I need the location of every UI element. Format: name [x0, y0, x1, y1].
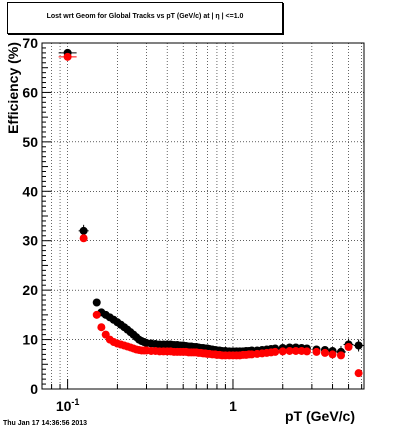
- black-data-point: [354, 341, 363, 350]
- grid-layer: [41, 43, 364, 389]
- red-data-point: [312, 347, 321, 356]
- x-tick-label: 1: [229, 398, 237, 414]
- red-data-point: [328, 350, 337, 359]
- ticks-layer: 0 10 20 30 40 50 60 70 10-1 1: [22, 35, 363, 414]
- red-data-point: [354, 369, 363, 378]
- black-data-point: [92, 298, 101, 307]
- red-data-point: [63, 52, 72, 61]
- red-data-point: [291, 346, 300, 355]
- red-data-point: [271, 347, 280, 356]
- red-data-point: [97, 323, 106, 332]
- red-data-point: [344, 342, 353, 351]
- y-tick-label: 40: [22, 183, 38, 199]
- y-tick-label: 70: [22, 35, 38, 51]
- timestamp-label: Thu Jan 17 14:36:56 2013: [3, 420, 88, 427]
- y-axis-label: Efficiency (%): [5, 42, 21, 134]
- red-data-point: [92, 310, 101, 319]
- y-tick-label: 10: [22, 332, 38, 348]
- chart-title: Lost wrt Geom for Global Tracks vs pT (G…: [46, 13, 244, 20]
- y-tick-label: 0: [30, 381, 38, 397]
- y-tick-label: 50: [22, 134, 38, 150]
- chart-title-box: Lost wrt Geom for Global Tracks vs pT (G…: [7, 2, 283, 34]
- x-tick-label: 10-1: [56, 397, 80, 414]
- black-data-point: [79, 226, 88, 235]
- red-data-point: [285, 346, 294, 355]
- x-axis-label: pT (GeV/c): [285, 408, 356, 424]
- plot-frame: [41, 42, 365, 390]
- red-data-point: [336, 351, 345, 360]
- marks-layer: [58, 48, 364, 378]
- red-data-point: [278, 347, 287, 356]
- y-tick-label: 20: [22, 282, 38, 298]
- red-data-point: [79, 234, 88, 243]
- y-tick-label: 60: [22, 84, 38, 100]
- red-data-point: [320, 348, 329, 357]
- y-tick-label: 30: [22, 233, 38, 249]
- red-data-point: [302, 347, 311, 356]
- axes-layer: [41, 42, 365, 390]
